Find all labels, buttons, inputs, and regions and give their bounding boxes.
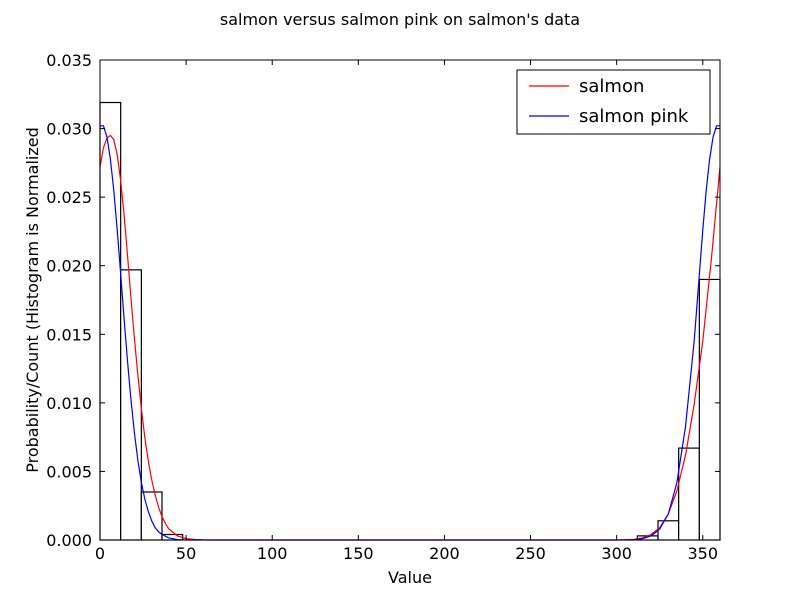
y-tick-label: 0.035: [46, 51, 92, 70]
x-tick-label: 250: [515, 544, 546, 563]
histogram-bar: [99, 101, 122, 541]
plot-background: [100, 60, 720, 540]
x-tick-label: 50: [176, 544, 196, 563]
x-tick-label: 100: [257, 544, 288, 563]
legend-box: [516, 69, 711, 135]
plot-area: [99, 59, 721, 541]
y-tick-label: 0.025: [46, 188, 92, 207]
x-tick-label: 200: [429, 544, 460, 563]
x-tick-label: 350: [688, 544, 719, 563]
y-axis-label: Probability/Count (Histogram is Normaliz…: [23, 127, 42, 473]
x-tick-label: 300: [601, 544, 632, 563]
legend: salmon salmon pink: [516, 69, 711, 135]
y-tick-label: 0.000: [46, 531, 92, 550]
density-lines: [99, 125, 721, 541]
y-tick-label: 0.030: [46, 120, 92, 139]
y-tick-label: 0.020: [46, 257, 92, 276]
y-axis: 0.000 0.005 0.010 0.015 0.020 0.025 0.030 0.035: [46, 51, 720, 550]
legend-label-salmon: salmon: [579, 76, 644, 97]
chart-title: salmon versus salmon pink on salmon's da…: [220, 10, 580, 29]
histogram-bar: [657, 520, 680, 541]
plot-border: [99, 59, 721, 541]
y-tick-label: 0.015: [46, 325, 92, 344]
x-axis: 0 50 100 150 200 250 300 350: [95, 60, 718, 563]
y-tick-label: 0.010: [46, 394, 92, 413]
y-tick-label: 0.005: [46, 462, 92, 481]
histogram-bar: [678, 447, 700, 541]
x-axis-label: Value: [388, 568, 432, 587]
x-tick-label: 150: [343, 544, 374, 563]
histogram-bar: [698, 278, 721, 541]
legend-label-salmon-pink: salmon pink: [579, 106, 689, 127]
x-tick-label: 0: [95, 544, 105, 563]
series-line-salmon-pink: [100, 125, 720, 541]
